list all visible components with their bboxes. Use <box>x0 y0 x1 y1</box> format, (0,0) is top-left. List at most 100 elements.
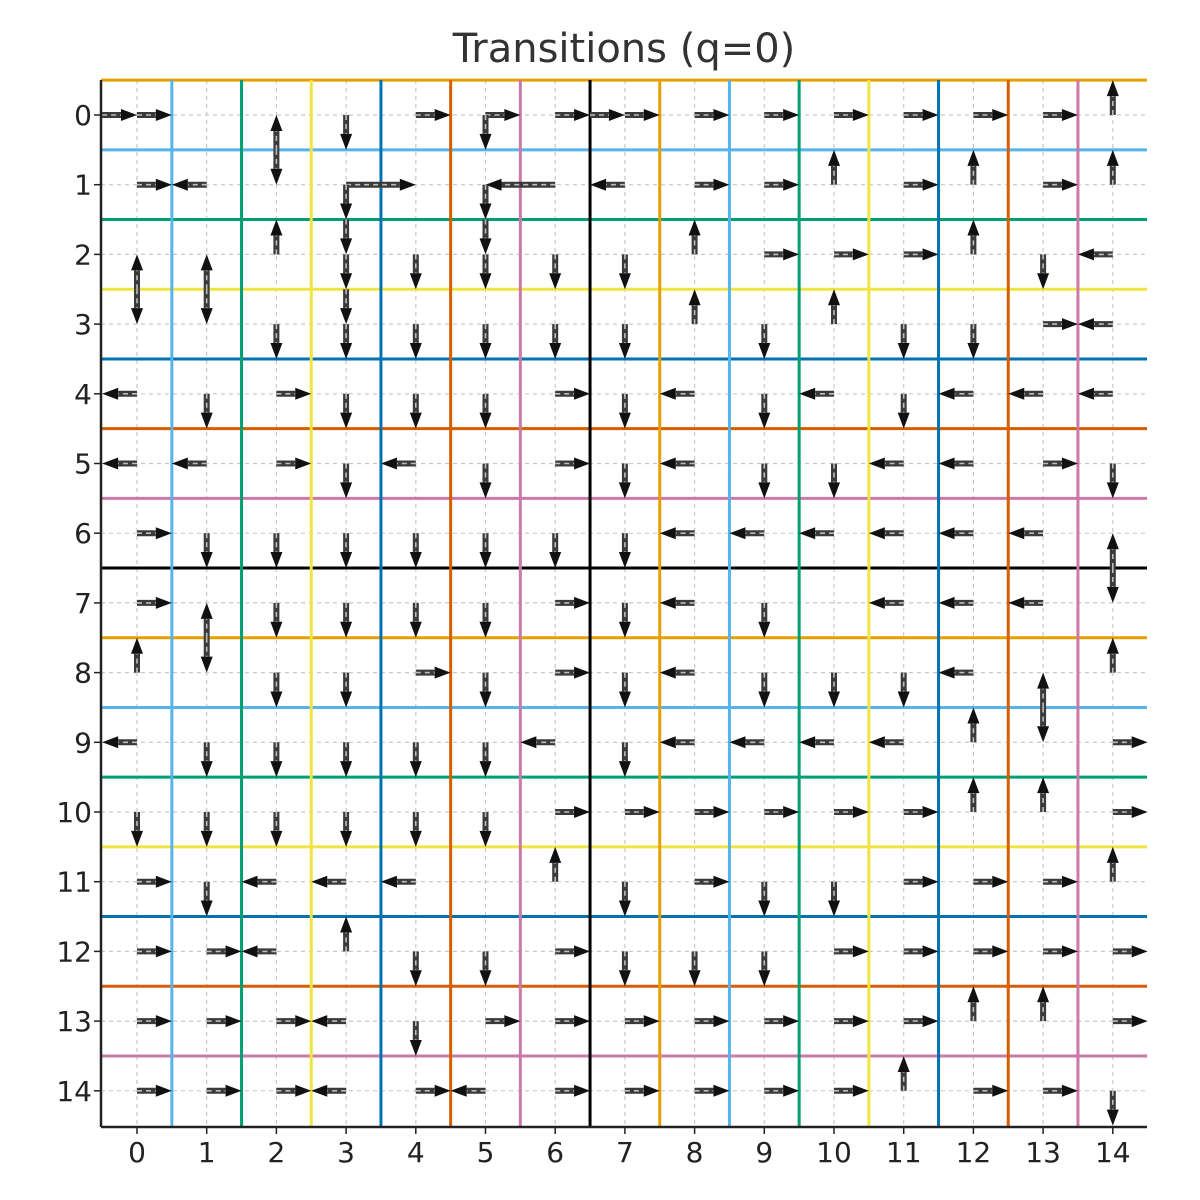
transition-arrow <box>131 637 143 673</box>
arrow-head <box>659 527 676 540</box>
transition-arrow <box>270 602 283 638</box>
transition-arrow <box>340 533 353 569</box>
transition-arrow <box>1106 80 1119 115</box>
transition-arrow <box>624 1015 660 1028</box>
transition-arrow <box>1037 777 1050 812</box>
arrow-head <box>713 109 730 121</box>
transition-arrow <box>479 812 492 847</box>
transition-arrow <box>799 736 834 749</box>
transition-arrow <box>555 666 591 679</box>
transition-arrow <box>137 875 172 888</box>
transition-arrow <box>758 324 771 359</box>
arrow-head <box>659 736 676 749</box>
transition-arrow <box>828 149 840 185</box>
transition-arrow <box>938 666 974 679</box>
arrow-head <box>450 1084 467 1097</box>
transition-arrow <box>409 951 422 987</box>
transition-arrow <box>485 109 521 121</box>
transition-arrow <box>340 324 353 359</box>
transition-arrow <box>206 1084 242 1097</box>
arrow-head <box>713 1015 730 1028</box>
arrow-head <box>485 178 502 191</box>
arrow-head <box>574 457 591 470</box>
arrow-head <box>340 133 353 150</box>
arrow-head <box>713 806 730 818</box>
transition-arrow <box>479 602 492 638</box>
x-tick-label: 8 <box>686 1136 704 1169</box>
transition-arrow <box>903 109 939 121</box>
arrow-head <box>758 970 771 987</box>
transition-arrow <box>758 951 771 987</box>
arrow-head <box>102 457 119 470</box>
transition-arrow <box>659 666 695 679</box>
transition-arrow <box>479 254 492 290</box>
x-tick-label: 2 <box>267 1136 285 1169</box>
transition-arrow <box>967 986 980 1022</box>
state-separators <box>101 78 1147 1127</box>
x-tick-label: 13 <box>1025 1136 1061 1169</box>
arrow-head <box>852 806 869 818</box>
x-tick-label: 4 <box>407 1136 425 1169</box>
y-tick-label: 8 <box>74 657 92 690</box>
arrow-head <box>409 970 422 987</box>
arrow-head <box>1106 149 1119 166</box>
arrow-head <box>574 596 591 609</box>
arrow-head <box>340 412 353 429</box>
arrow-head <box>270 691 283 708</box>
transition-arrow <box>131 289 143 325</box>
arrow-head <box>155 945 172 958</box>
transition-arrow <box>758 463 771 499</box>
transition-arrow <box>137 178 172 191</box>
arrow-head <box>574 806 591 818</box>
transition-arrow <box>549 254 562 290</box>
arrow-head <box>992 875 1009 888</box>
transition-arrow <box>1037 672 1050 708</box>
transition-arrow <box>897 1055 910 1091</box>
y-tick-label: 13 <box>56 1005 92 1038</box>
transition-arrow <box>340 219 353 255</box>
arrow-head <box>1037 986 1050 1003</box>
transition-arrow <box>479 533 492 569</box>
arrow-head <box>270 219 283 236</box>
arrow-head <box>549 342 562 359</box>
arrow-head <box>828 691 840 708</box>
transition-arrow <box>479 115 492 150</box>
x-tick-label: 10 <box>816 1136 852 1169</box>
arrow-head <box>1008 387 1025 400</box>
transition-arrow <box>938 527 974 540</box>
transition-arrow <box>834 806 869 818</box>
arrow-head <box>295 457 312 470</box>
transition-arrow <box>903 806 939 818</box>
arrow-head <box>520 736 537 749</box>
arrow-head <box>409 552 422 569</box>
transition-arrow <box>380 457 416 470</box>
arrow-head <box>713 1084 730 1097</box>
arrow-head <box>1061 945 1078 958</box>
transition-arrow <box>624 806 660 818</box>
arrow-head <box>1131 736 1148 749</box>
y-tick-label: 9 <box>74 726 92 759</box>
arrow-head <box>155 109 172 121</box>
transition-arrow <box>555 945 591 958</box>
x-tick-label: 14 <box>1095 1136 1131 1169</box>
transition-arrow <box>903 248 939 261</box>
transition-arrow <box>1106 846 1119 882</box>
arrow-head <box>1008 527 1025 540</box>
arrow-head <box>311 1015 328 1028</box>
transition-arrow <box>340 184 353 220</box>
arrow-head <box>225 1015 242 1028</box>
arrow-head <box>155 1015 172 1028</box>
arrow-head <box>574 1015 591 1028</box>
arrow-head <box>200 602 213 619</box>
arrow-head <box>102 736 119 749</box>
arrow-head <box>479 830 492 847</box>
arrow-head <box>897 342 910 359</box>
arrow-head <box>171 457 188 470</box>
arrow-head <box>340 238 353 255</box>
arrow-head <box>1131 1015 1148 1028</box>
transition-arrow <box>270 219 283 255</box>
arrow-head <box>479 482 492 499</box>
transition-arrow <box>479 463 492 499</box>
transition-arrow <box>549 324 562 359</box>
arrow-head <box>409 342 422 359</box>
